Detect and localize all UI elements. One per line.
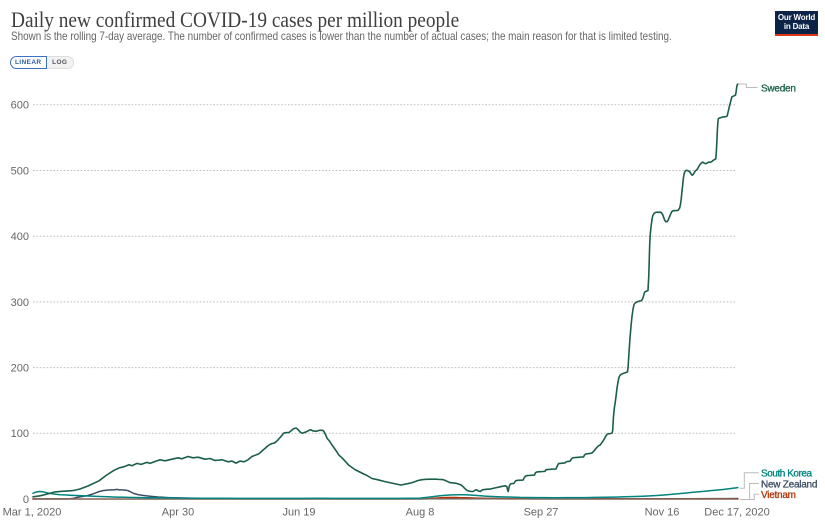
svg-text:Dec 17, 2020: Dec 17, 2020: [704, 507, 769, 519]
svg-text:Jun 19: Jun 19: [282, 507, 315, 519]
svg-text:Sweden: Sweden: [761, 83, 796, 94]
svg-text:New Zealand: New Zealand: [761, 479, 817, 490]
svg-text:600: 600: [11, 100, 29, 112]
svg-text:100: 100: [11, 428, 29, 440]
svg-text:300: 300: [11, 297, 29, 309]
svg-text:South Korea: South Korea: [761, 469, 813, 480]
svg-text:Aug 8: Aug 8: [406, 507, 435, 519]
svg-text:Mar 1, 2020: Mar 1, 2020: [3, 507, 62, 519]
svg-text:0: 0: [23, 494, 29, 506]
svg-text:Apr 30: Apr 30: [162, 507, 194, 519]
svg-text:200: 200: [11, 363, 29, 375]
svg-text:400: 400: [11, 231, 29, 243]
svg-text:500: 500: [11, 165, 29, 177]
svg-text:Vietnam: Vietnam: [761, 490, 796, 501]
svg-text:Nov 16: Nov 16: [645, 507, 680, 519]
svg-text:Sep 27: Sep 27: [524, 507, 559, 519]
